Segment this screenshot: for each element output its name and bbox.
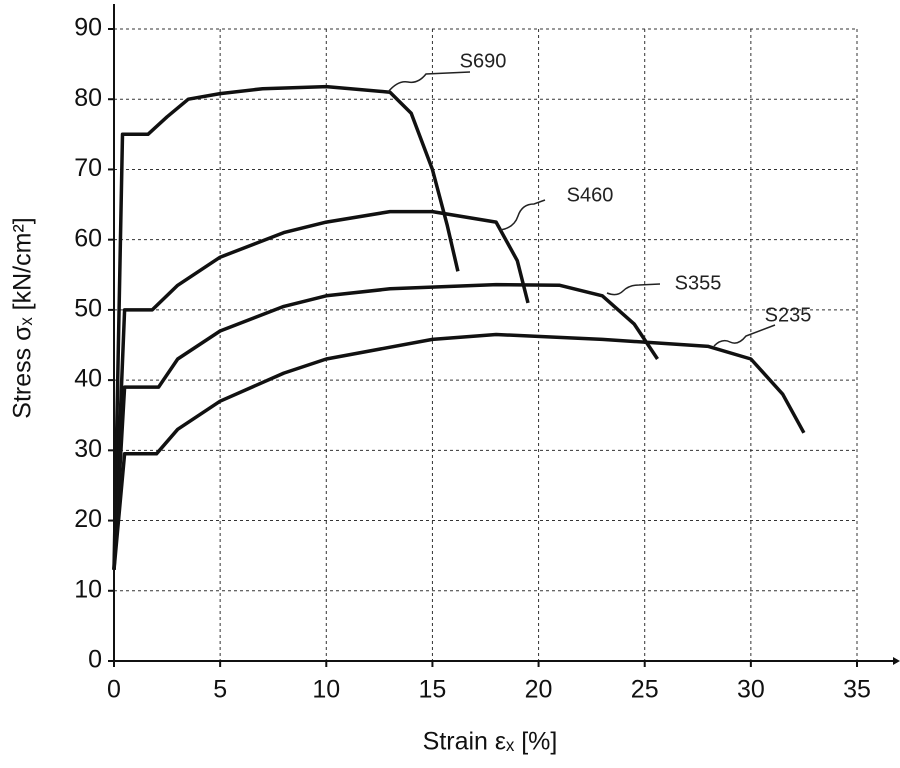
x-tick-label: 25 (631, 676, 659, 704)
x-tick-label: 5 (213, 676, 227, 704)
y-tick-label: 90 (74, 14, 102, 42)
y-tick-label: 0 (88, 646, 102, 674)
y-axis-title: Stress σₓ [kN/cm²] (9, 217, 37, 418)
y-tick-label: 60 (74, 224, 102, 252)
series-label: S235 (765, 304, 812, 326)
x-axis-arrow (893, 657, 900, 665)
series-label: S460 (567, 184, 614, 206)
series-line (112, 84, 460, 570)
y-tick-label: 50 (74, 294, 102, 322)
series-line (112, 282, 659, 570)
series-label: S690 (460, 50, 507, 72)
x-tick-label: 30 (737, 676, 765, 704)
x-tick-label: 0 (107, 676, 121, 704)
series-line (112, 209, 530, 570)
x-tick-label: 15 (419, 676, 447, 704)
y-tick-label: 20 (74, 505, 102, 533)
x-tick-label: 10 (312, 676, 340, 704)
y-tick-label: 80 (74, 84, 102, 112)
y-tick-label: 30 (74, 435, 102, 463)
leader-line (713, 324, 776, 347)
y-tick-label: 10 (74, 575, 102, 603)
x-axis-title: Strain εₓ [%] (423, 728, 558, 756)
y-tick-label: 40 (74, 365, 102, 393)
series-label: S355 (675, 272, 722, 294)
series-line (112, 332, 806, 570)
x-tick-label: 35 (843, 676, 871, 704)
leader-line (387, 71, 471, 93)
x-tick-label: 20 (525, 676, 553, 704)
leader-line (606, 283, 661, 296)
leader-line (499, 199, 546, 231)
y-tick-label: 70 (74, 154, 102, 182)
